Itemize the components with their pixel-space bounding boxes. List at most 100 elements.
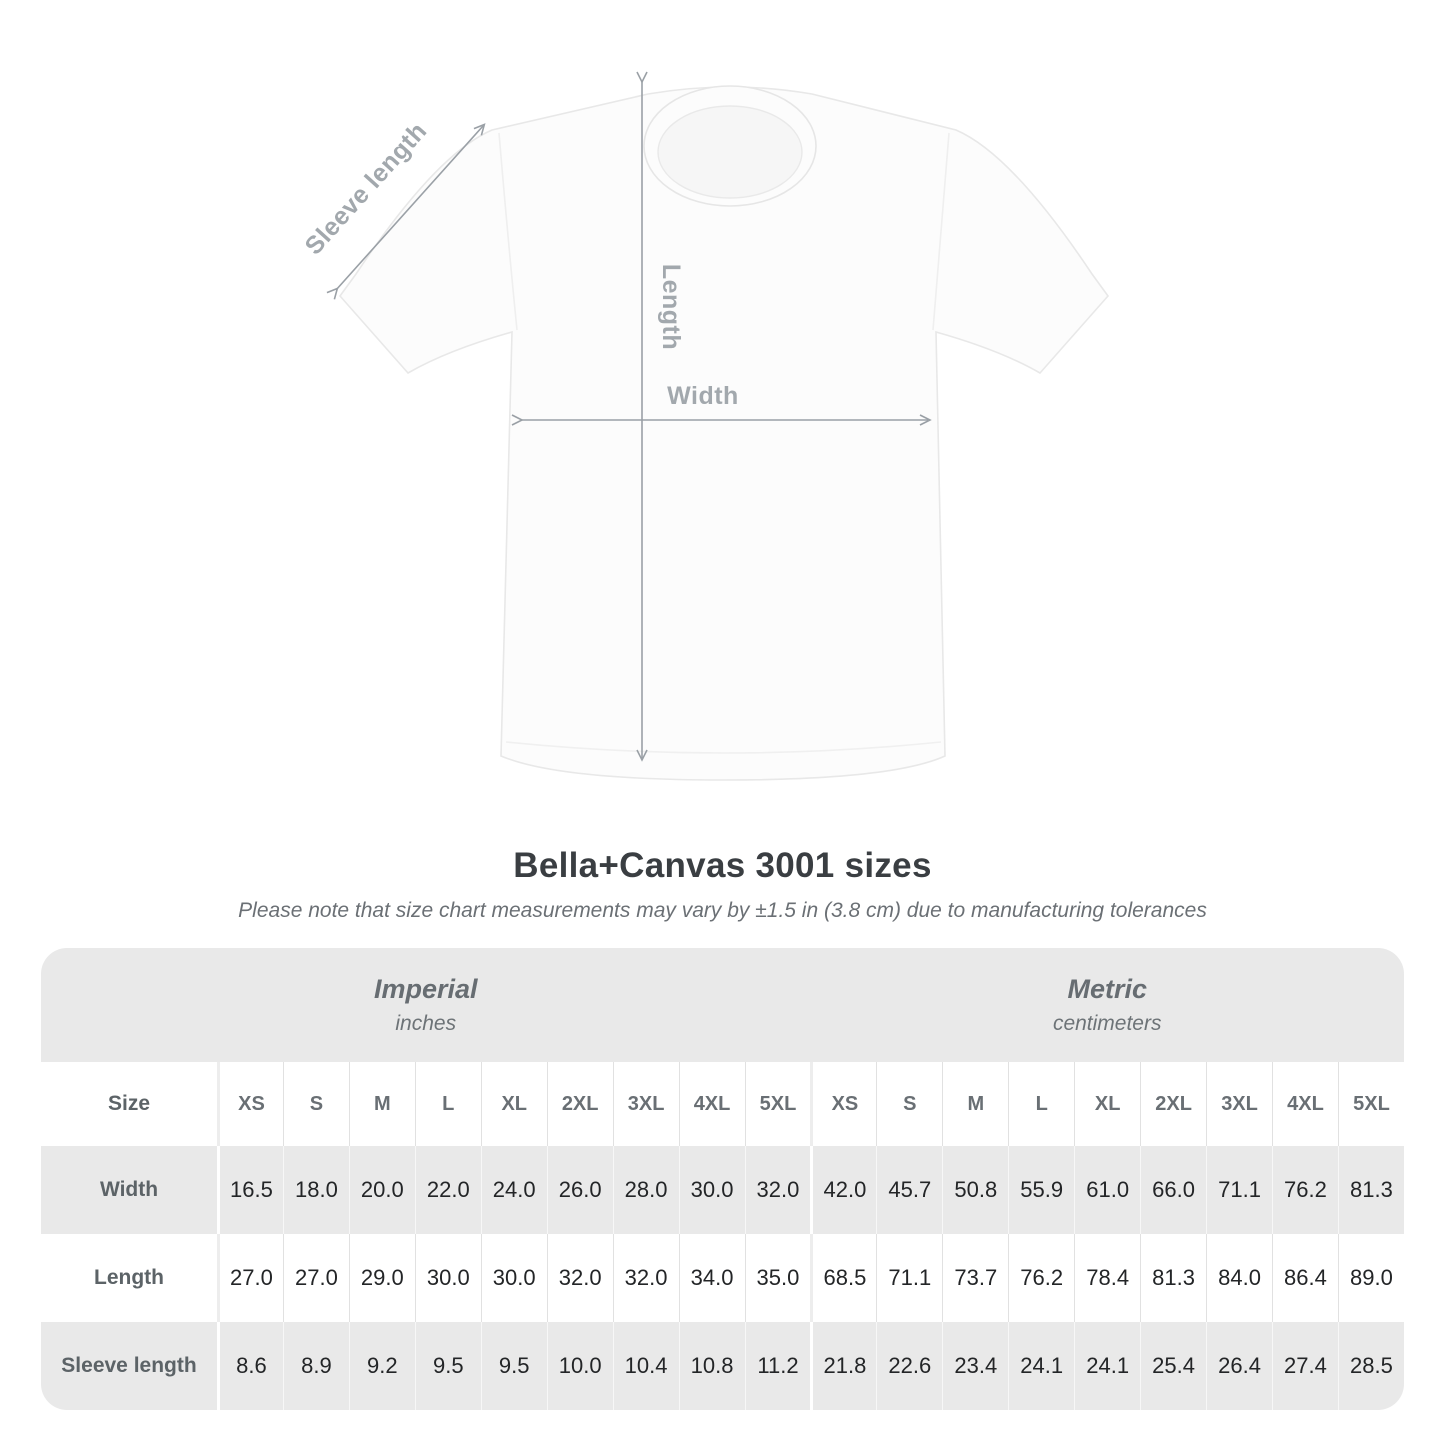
value-cell: 30.0 xyxy=(414,1234,481,1322)
value-cell: 22.0 xyxy=(414,1146,481,1234)
value-cell: 55.9 xyxy=(1008,1146,1075,1234)
size-col-header: S xyxy=(282,1062,349,1146)
value-cell: 10.8 xyxy=(678,1322,745,1410)
size-col-header: 2XL xyxy=(546,1062,613,1146)
value-cell: 71.1 xyxy=(876,1234,943,1322)
value-cell: 26.0 xyxy=(546,1146,613,1234)
metric-label: Metric xyxy=(1067,974,1147,1004)
size-col-header: S xyxy=(876,1062,943,1146)
size-col-header: XS xyxy=(810,1062,877,1146)
metric-unit: centimeters xyxy=(1052,1012,1162,1035)
length-label: Length xyxy=(657,264,685,350)
value-cell: 35.0 xyxy=(744,1234,811,1322)
value-cell: 10.0 xyxy=(546,1322,613,1410)
size-chart-container: Imperial inches Metric centimeters Size … xyxy=(41,948,1404,1410)
value-cell: 86.4 xyxy=(1272,1234,1338,1322)
value-cell: 21.8 xyxy=(810,1322,877,1410)
hem-stitch xyxy=(505,741,942,754)
value-cell: 27.0 xyxy=(282,1234,349,1322)
row-label: Width xyxy=(41,1146,217,1234)
metric-group-header: Metric centimeters xyxy=(810,948,1404,1062)
page-title: Bella+Canvas 3001 sizes xyxy=(513,846,932,885)
size-col-header: L xyxy=(414,1062,481,1146)
value-cell: 28.5 xyxy=(1337,1322,1404,1410)
value-cell: 29.0 xyxy=(348,1234,415,1322)
size-col-header: 3XL xyxy=(1206,1062,1272,1146)
value-cell: 34.0 xyxy=(678,1234,745,1322)
value-cell: 16.5 xyxy=(217,1146,283,1234)
imperial-group-header: Imperial inches xyxy=(41,948,811,1062)
unit-group-row: Imperial inches Metric centimeters xyxy=(41,948,1404,1062)
value-cell: 84.0 xyxy=(1206,1234,1272,1322)
size-col-header: 3XL xyxy=(612,1062,679,1146)
value-cell: 45.7 xyxy=(876,1146,943,1234)
size-col-header: 4XL xyxy=(1272,1062,1338,1146)
value-cell: 11.2 xyxy=(744,1322,811,1410)
value-cell: 32.0 xyxy=(546,1234,613,1322)
size-col-header: 4XL xyxy=(678,1062,745,1146)
value-cell: 18.0 xyxy=(282,1146,349,1234)
value-cell: 76.2 xyxy=(1272,1146,1338,1234)
width-row: Width 16.5 18.0 20.0 22.0 24.0 26.0 28.0… xyxy=(41,1146,1404,1234)
value-cell: 61.0 xyxy=(1074,1146,1141,1234)
value-cell: 42.0 xyxy=(810,1146,877,1234)
sleeve-seam-left xyxy=(498,132,518,331)
imperial-label: Imperial xyxy=(373,974,478,1004)
size-col-header: 5XL xyxy=(744,1062,811,1146)
value-cell: 24.1 xyxy=(1074,1322,1141,1410)
width-label: Width xyxy=(667,382,739,410)
value-cell: 9.5 xyxy=(414,1322,481,1410)
value-cell: 78.4 xyxy=(1074,1234,1141,1322)
value-cell: 9.2 xyxy=(348,1322,415,1410)
value-cell: 89.0 xyxy=(1337,1234,1404,1322)
value-cell: 20.0 xyxy=(348,1146,415,1234)
value-cell: 10.4 xyxy=(612,1322,679,1410)
value-cell: 27.0 xyxy=(217,1234,283,1322)
size-col-header: 2XL xyxy=(1140,1062,1207,1146)
value-cell: 81.3 xyxy=(1140,1234,1207,1322)
length-row: Length 27.0 27.0 29.0 30.0 30.0 32.0 32.… xyxy=(41,1234,1404,1322)
value-cell: 66.0 xyxy=(1140,1146,1207,1234)
size-col-header: M xyxy=(942,1062,1009,1146)
value-cell: 76.2 xyxy=(1008,1234,1075,1322)
size-col-header: XL xyxy=(1074,1062,1141,1146)
value-cell: 8.6 xyxy=(217,1322,283,1410)
tshirt-graphic: Sleeve length Length Width xyxy=(300,71,1110,781)
size-col-header: L xyxy=(1008,1062,1075,1146)
value-cell: 24.0 xyxy=(480,1146,547,1234)
value-cell: 68.5 xyxy=(810,1234,877,1322)
value-cell: 50.8 xyxy=(942,1146,1009,1234)
tshirt-body xyxy=(338,86,1110,781)
value-cell: 27.4 xyxy=(1272,1322,1338,1410)
value-cell: 24.1 xyxy=(1008,1322,1075,1410)
value-cell: 30.0 xyxy=(678,1146,745,1234)
imperial-unit: inches xyxy=(395,1012,457,1035)
title-block: Bella+Canvas 3001 sizes Please note that… xyxy=(0,826,1445,923)
row-label: Length xyxy=(41,1234,217,1322)
value-cell: 28.0 xyxy=(612,1146,679,1234)
size-chart-table: Imperial inches Metric centimeters Size … xyxy=(41,948,1404,1410)
sleeve-length-arrow xyxy=(326,123,486,300)
size-header-label: Size xyxy=(41,1062,217,1146)
value-cell: 32.0 xyxy=(744,1146,811,1234)
sleeve-seam-right xyxy=(932,132,950,331)
value-cell: 73.7 xyxy=(942,1234,1009,1322)
row-label: Sleeve length xyxy=(41,1322,217,1410)
size-col-header: M xyxy=(348,1062,415,1146)
value-cell: 81.3 xyxy=(1337,1146,1404,1234)
collar-inner xyxy=(657,105,803,199)
value-cell: 8.9 xyxy=(282,1322,349,1410)
value-cell: 25.4 xyxy=(1140,1322,1207,1410)
value-cell: 26.4 xyxy=(1206,1322,1272,1410)
value-cell: 23.4 xyxy=(942,1322,1009,1410)
value-cell: 22.6 xyxy=(876,1322,943,1410)
sleeve-length-row: Sleeve length 8.6 8.9 9.2 9.5 9.5 10.0 1… xyxy=(41,1322,1404,1410)
value-cell: 71.1 xyxy=(1206,1146,1272,1234)
tshirt-measurement-diagram: Sleeve length Length Width xyxy=(300,71,1110,781)
size-col-header: XL xyxy=(480,1062,547,1146)
value-cell: 9.5 xyxy=(480,1322,547,1410)
size-header-row: Size XS S M L XL 2XL 3XL 4XL 5XL XS S M … xyxy=(41,1062,1404,1146)
tolerance-note: Please note that size chart measurements… xyxy=(238,899,1207,922)
size-col-header: 5XL xyxy=(1337,1062,1404,1146)
value-cell: 30.0 xyxy=(480,1234,547,1322)
